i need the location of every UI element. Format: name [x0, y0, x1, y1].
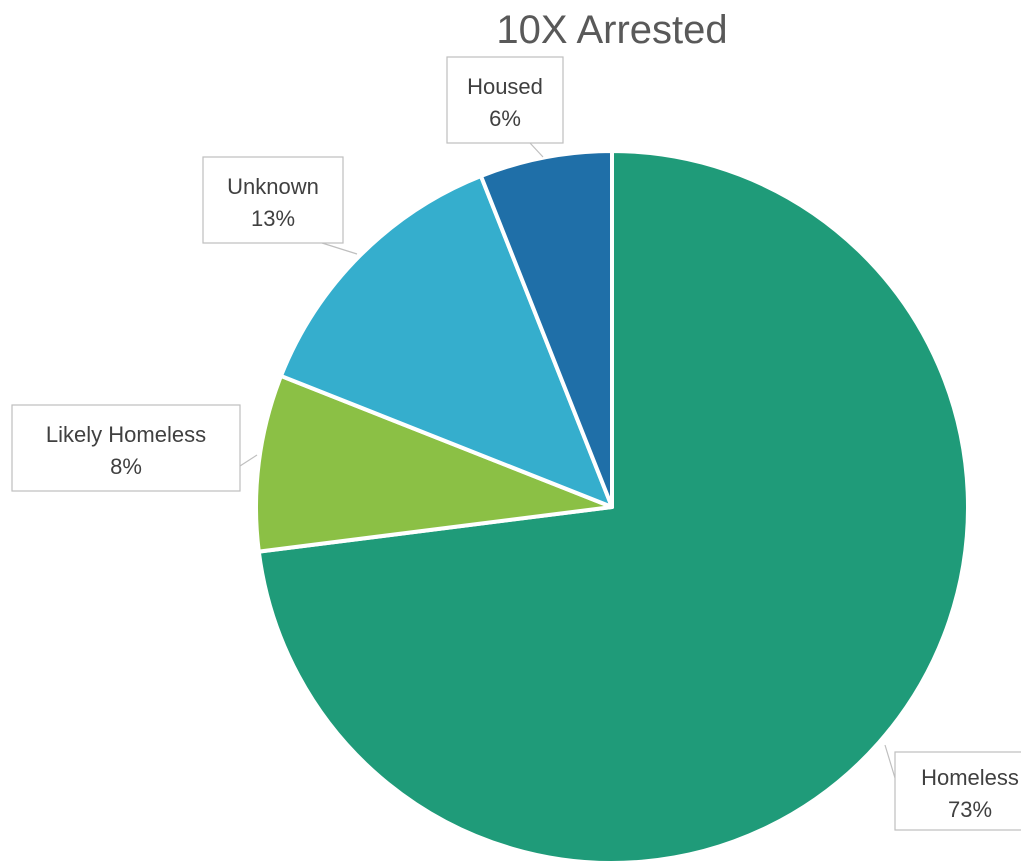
- callout-percentage: 8%: [110, 454, 142, 479]
- callout-leader-line: [884, 744, 896, 779]
- pie-callouts: Homeless 73% Likely Homeless 8% Unknown 13% Ho…: [11, 56, 1021, 831]
- callout-box: [11, 404, 241, 492]
- data-label-housed: Housed 6%: [446, 56, 564, 158]
- callout-leader-line: [239, 454, 258, 467]
- callout-percentage: 6%: [489, 106, 521, 131]
- callout-category-name: Homeless: [921, 765, 1019, 790]
- callout-box: [202, 156, 344, 244]
- pie-slices: [254, 149, 970, 862]
- data-label-likely-homeless: Likely Homeless 8%: [11, 404, 258, 492]
- callout-box: [446, 56, 564, 144]
- callout-leader-line: [321, 242, 358, 255]
- pie-slice-unknown: [279, 174, 614, 509]
- data-label-unknown: Unknown 13%: [202, 156, 358, 255]
- callout-percentage: 73%: [948, 797, 992, 822]
- data-label-homeless: Homeless 73%: [884, 744, 1021, 831]
- callout-category-name: Likely Homeless: [46, 422, 206, 447]
- callout-percentage: 13%: [251, 206, 295, 231]
- pie-slice-housed: [478, 149, 614, 509]
- callout-leader-line: [529, 142, 544, 158]
- pie-slice-likely-homeless: [254, 373, 614, 554]
- callout-box: [894, 751, 1021, 831]
- callout-category-name: Unknown: [227, 174, 319, 199]
- chart-title: 10X Arrested: [496, 8, 727, 52]
- callout-category-name: Housed: [467, 74, 543, 99]
